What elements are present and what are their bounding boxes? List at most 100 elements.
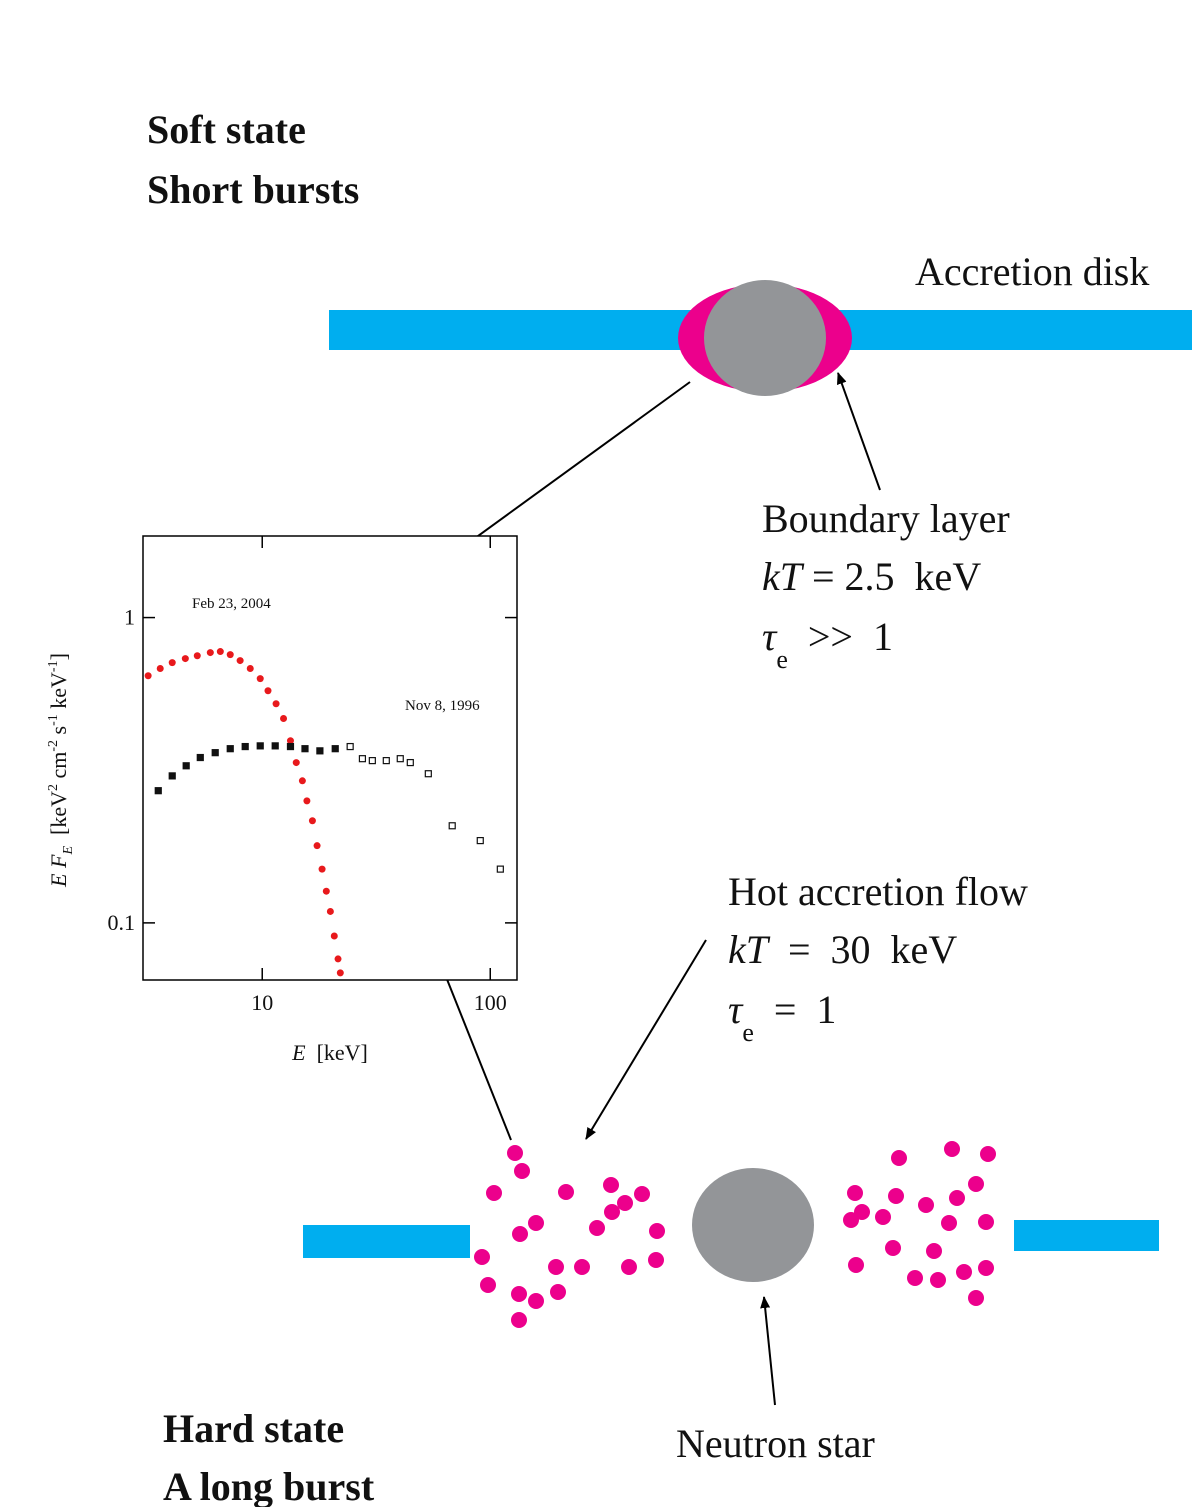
data-point bbox=[397, 756, 403, 762]
particle bbox=[604, 1204, 620, 1220]
label-part: e bbox=[776, 645, 788, 674]
particle bbox=[649, 1223, 665, 1239]
data-point bbox=[242, 744, 248, 750]
data-point bbox=[157, 665, 164, 672]
label-part: kT bbox=[762, 554, 805, 599]
label: kT = 2.5 keV bbox=[762, 554, 981, 599]
label-part: [keV] bbox=[306, 1040, 368, 1065]
data-point bbox=[425, 771, 431, 777]
particle bbox=[589, 1220, 605, 1236]
data-point bbox=[227, 651, 234, 658]
data-point bbox=[327, 908, 334, 915]
data-point bbox=[265, 687, 272, 694]
series-label: Feb 23, 2004 bbox=[192, 596, 271, 612]
label-part: e bbox=[742, 1018, 754, 1047]
particle bbox=[926, 1243, 942, 1259]
label-part: -1 bbox=[46, 714, 61, 726]
label-part: E F bbox=[46, 854, 71, 888]
data-point bbox=[197, 755, 203, 761]
particle bbox=[944, 1141, 960, 1157]
data-point bbox=[317, 748, 323, 754]
data-point bbox=[359, 756, 365, 762]
particle bbox=[968, 1176, 984, 1192]
particle bbox=[978, 1260, 994, 1276]
data-point bbox=[273, 700, 280, 707]
label: Boundary layer bbox=[762, 496, 1010, 541]
arrow bbox=[838, 373, 880, 490]
particle bbox=[956, 1264, 972, 1280]
data-point bbox=[155, 788, 161, 794]
label-part: = 1 bbox=[754, 987, 837, 1032]
label-part: -1 bbox=[46, 660, 61, 672]
data-point bbox=[272, 743, 278, 749]
label: A long burst bbox=[163, 1464, 375, 1507]
label-part: 2 bbox=[46, 784, 61, 791]
data-point bbox=[299, 777, 306, 784]
particle bbox=[528, 1293, 544, 1309]
data-point bbox=[477, 838, 483, 844]
label-part: >> 1 bbox=[788, 614, 893, 659]
page: Soft state Short bursts Accretion disk B… bbox=[0, 0, 1192, 1507]
data-point bbox=[237, 657, 244, 664]
particle bbox=[848, 1257, 864, 1273]
particle bbox=[891, 1150, 907, 1166]
particle bbox=[941, 1215, 957, 1231]
particle bbox=[634, 1186, 650, 1202]
label-part: = 30 keV bbox=[768, 927, 957, 972]
label-part: s bbox=[46, 726, 71, 740]
particle bbox=[875, 1209, 891, 1225]
data-point bbox=[183, 763, 189, 769]
disk-left bbox=[303, 1225, 470, 1258]
data-point bbox=[257, 743, 263, 749]
particle bbox=[648, 1252, 664, 1268]
label: τe = 1 bbox=[728, 987, 836, 1047]
label: Short bursts bbox=[147, 167, 359, 212]
neutron-star bbox=[692, 1168, 814, 1282]
y-axis-label: E FE [keV2 cm-2 s-1 keV-1] bbox=[46, 653, 76, 888]
data-point bbox=[217, 648, 224, 655]
arrow bbox=[764, 1297, 775, 1405]
data-point bbox=[309, 817, 316, 824]
particle bbox=[980, 1146, 996, 1162]
data-point bbox=[207, 649, 214, 656]
particle bbox=[528, 1215, 544, 1231]
data-point bbox=[314, 842, 321, 849]
data-point bbox=[497, 866, 503, 872]
data-point bbox=[212, 750, 218, 756]
particle bbox=[514, 1163, 530, 1179]
particle bbox=[843, 1212, 859, 1228]
data-point bbox=[169, 773, 175, 779]
data-point bbox=[407, 760, 413, 766]
label-part: E bbox=[61, 846, 76, 856]
particle bbox=[603, 1177, 619, 1193]
label-part: [keV bbox=[46, 791, 71, 846]
label-part: -2 bbox=[46, 740, 61, 752]
particle bbox=[907, 1270, 923, 1286]
neutron-star-top bbox=[704, 280, 826, 396]
label: τe >> 1 bbox=[762, 614, 893, 674]
particle bbox=[550, 1284, 566, 1300]
x-tick-label: 100 bbox=[474, 990, 507, 1015]
particle bbox=[888, 1188, 904, 1204]
data-point bbox=[194, 652, 201, 659]
x-axis-label: E [keV] bbox=[291, 1040, 368, 1065]
data-point bbox=[287, 744, 293, 750]
data-point bbox=[347, 744, 353, 750]
data-point bbox=[337, 969, 344, 976]
data-point bbox=[332, 746, 338, 752]
label-part: E bbox=[291, 1040, 306, 1065]
disk-right bbox=[1014, 1220, 1159, 1251]
data-point bbox=[331, 932, 338, 939]
particle bbox=[617, 1195, 633, 1211]
data-point bbox=[302, 746, 308, 752]
data-point bbox=[169, 659, 176, 666]
label: Hard state bbox=[163, 1406, 344, 1451]
data-point bbox=[182, 655, 189, 662]
particle bbox=[558, 1184, 574, 1200]
label: Soft state bbox=[147, 107, 306, 152]
data-point bbox=[145, 672, 152, 679]
arrow bbox=[586, 940, 706, 1139]
label: Accretion disk bbox=[915, 249, 1149, 294]
particle bbox=[511, 1286, 527, 1302]
